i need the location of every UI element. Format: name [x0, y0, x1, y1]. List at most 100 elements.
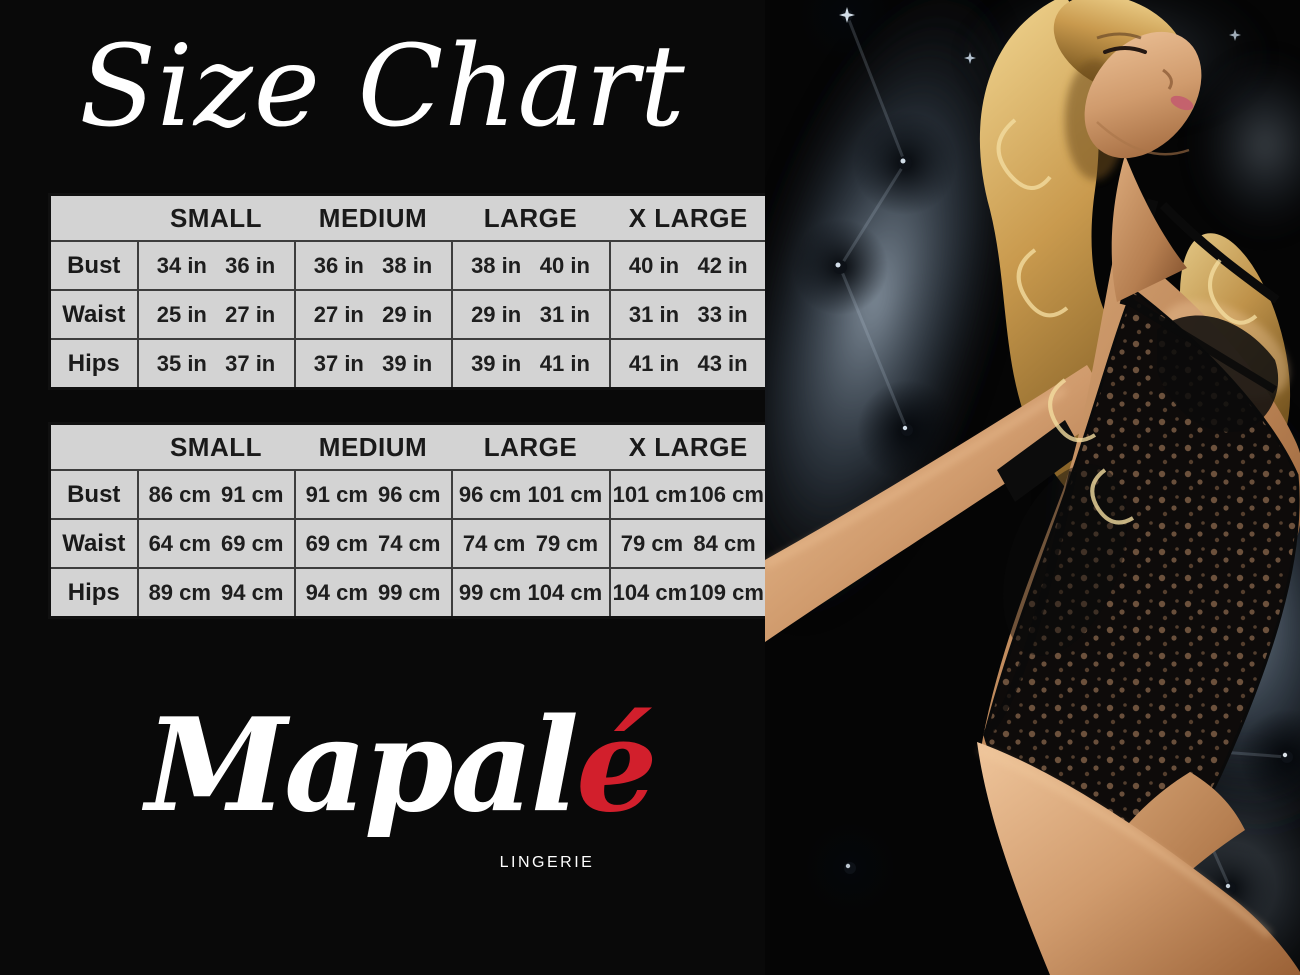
measurement-cell: 89 cm 94 cm	[136, 567, 296, 619]
measurement-value: 89 cm	[148, 579, 211, 605]
measurement-value: 91 cm	[305, 481, 368, 507]
measurement-cell: 101 cm 106 cm	[608, 469, 769, 520]
measurement-value: 42 in	[697, 252, 748, 278]
measurement-value: 29 in	[471, 301, 522, 327]
header-row: SMALL MEDIUM LARGE X LARGE	[49, 194, 768, 242]
col-header-xlarge: X LARGE	[609, 194, 768, 242]
measurement-value: 39 in	[382, 350, 433, 376]
col-header-large: LARGE	[451, 423, 610, 471]
measurement-value: 36 in	[313, 252, 364, 278]
col-header-small: SMALL	[137, 423, 295, 471]
measurement-cell: 104 cm 109 cm	[608, 567, 769, 619]
measurement-value: 41 in	[628, 350, 680, 376]
measurement-value: 33 in	[697, 301, 748, 327]
measurement-value: 37 in	[225, 350, 276, 376]
brand-logo-accent: é	[576, 691, 657, 841]
measurement-cell: 40 in 42 in	[608, 240, 769, 291]
measurement-value: 104 cm	[527, 579, 603, 605]
measurement-value: 99 cm	[458, 579, 522, 605]
col-header-large: LARGE	[451, 194, 610, 242]
size-table-centimeters: SMALL MEDIUM LARGE X LARGE Bust 86 cm 91 …	[48, 422, 769, 619]
row-label: Bust	[48, 240, 139, 291]
hair-curls	[996, 118, 1258, 525]
measurement-cell: 36 in 38 in	[293, 240, 453, 291]
measurement-value: 84 cm	[693, 530, 756, 556]
col-header-small: SMALL	[137, 194, 295, 242]
measurement-value: 38 in	[382, 252, 433, 278]
measurement-cell: 99 cm 104 cm	[450, 567, 611, 619]
measurement-cell: 41 in 43 in	[608, 338, 769, 390]
table-row-bust: Bust 86 cm 91 cm 91 cm 96 cm 96 cm 101 cm 1…	[48, 469, 769, 520]
content-panel: Size Chart SMALL MEDIUM LARGE X LARGE Bu…	[48, 22, 769, 871]
measurement-cell: 69 cm 74 cm	[293, 518, 453, 569]
measurement-value: 79 cm	[620, 530, 684, 556]
measurement-value: 39 in	[471, 350, 522, 376]
table-row-hips: Hips 89 cm 94 cm 94 cm 99 cm 99 cm 104 cm 1…	[48, 567, 769, 619]
measurement-value: 25 in	[156, 301, 207, 327]
model-face	[1084, 31, 1202, 159]
model-arm	[765, 365, 1100, 642]
measurement-value: 109 cm	[689, 579, 764, 605]
measurement-value: 41 in	[539, 350, 590, 376]
measurement-value: 74 cm	[378, 530, 441, 556]
measurement-value: 40 in	[539, 252, 590, 278]
measurement-cell: 86 cm 91 cm	[136, 469, 296, 520]
corner-cell	[49, 423, 138, 471]
photo-model-lingerie	[765, 0, 1300, 975]
col-header-medium: MEDIUM	[294, 423, 452, 471]
measurement-cell: 96 cm 101 cm	[450, 469, 611, 520]
model-silhouette	[765, 0, 1300, 975]
arm-strap	[997, 420, 1083, 502]
measurement-value: 96 cm	[378, 481, 441, 507]
measurement-value: 35 in	[156, 350, 207, 376]
photo-illustration	[765, 0, 1300, 975]
table-row-hips: Hips 35 in 37 in 37 in 39 in 39 in 41 in 41…	[48, 338, 769, 390]
table-row-bust: Bust 34 in 36 in 36 in 38 in 38 in 40 in 40…	[48, 240, 769, 291]
measurement-cell: 34 in 36 in	[136, 240, 296, 291]
measurement-value: 101 cm	[612, 481, 688, 507]
row-label: Hips	[48, 338, 139, 390]
measurement-value: 96 cm	[458, 481, 522, 507]
measurement-value: 27 in	[225, 301, 276, 327]
size-table-inches: SMALL MEDIUM LARGE X LARGE Bust 34 in 36 …	[48, 193, 769, 390]
measurement-cell: 39 in 41 in	[450, 338, 611, 390]
measurement-cell: 79 cm 84 cm	[608, 518, 769, 569]
brand-logo-main: Mapal	[145, 691, 579, 841]
table-row-waist: Waist 25 in 27 in 27 in 29 in 29 in 31 in 3…	[48, 289, 769, 340]
measurement-cell: 64 cm 69 cm	[136, 518, 296, 569]
measurement-cell: 25 in 27 in	[136, 289, 296, 340]
measurement-value: 106 cm	[689, 481, 764, 507]
measurement-value: 31 in	[539, 301, 590, 327]
col-header-medium: MEDIUM	[294, 194, 452, 242]
row-label: Hips	[48, 567, 139, 619]
row-label: Waist	[48, 518, 139, 569]
measurement-value: 69 cm	[221, 530, 284, 556]
row-label: Bust	[48, 469, 139, 520]
row-label: Waist	[48, 289, 139, 340]
measurement-value: 94 cm	[305, 579, 368, 605]
model-legs	[977, 742, 1300, 975]
measurement-cell: 74 cm 79 cm	[450, 518, 611, 569]
measurement-value: 43 in	[697, 350, 748, 376]
measurement-value: 69 cm	[305, 530, 368, 556]
measurement-value: 64 cm	[148, 530, 211, 556]
measurement-cell: 31 in 33 in	[608, 289, 769, 340]
measurement-value: 27 in	[313, 301, 364, 327]
model-neck	[1111, 155, 1187, 302]
measurement-value: 31 in	[628, 301, 680, 327]
measurement-value: 94 cm	[221, 579, 284, 605]
measurement-cell: 29 in 31 in	[450, 289, 611, 340]
measurement-value: 91 cm	[221, 481, 284, 507]
table-row-waist: Waist 64 cm 69 cm 69 cm 74 cm 74 cm 79 cm 7…	[48, 518, 769, 569]
measurement-cell: 35 in 37 in	[136, 338, 296, 390]
measurement-cell: 38 in 40 in	[450, 240, 611, 291]
measurement-value: 29 in	[382, 301, 433, 327]
measurement-cell: 27 in 29 in	[293, 289, 453, 340]
brand-subtitle: LINGERIE	[499, 854, 595, 871]
measurement-cell: 94 cm 99 cm	[293, 567, 453, 619]
measurement-value: 86 cm	[148, 481, 211, 507]
lace-bodysuit	[982, 287, 1300, 858]
measurement-value: 101 cm	[527, 481, 603, 507]
measurement-cell: 91 cm 96 cm	[293, 469, 453, 520]
page-title: Size Chart	[79, 22, 686, 152]
